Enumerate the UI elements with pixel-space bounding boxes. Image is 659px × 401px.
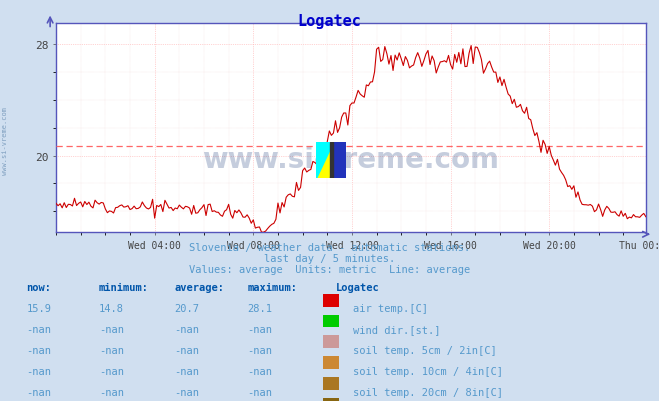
Text: 14.8: 14.8: [99, 304, 124, 314]
Text: -nan: -nan: [175, 324, 200, 334]
Text: 20.7: 20.7: [175, 304, 200, 314]
Text: -nan: -nan: [99, 387, 124, 397]
Text: Logatec: Logatec: [298, 14, 361, 29]
Text: 15.9: 15.9: [26, 304, 51, 314]
Text: last day / 5 minutes.: last day / 5 minutes.: [264, 253, 395, 263]
Text: -nan: -nan: [175, 345, 200, 355]
Text: air temp.[C]: air temp.[C]: [353, 304, 428, 314]
Text: Logatec: Logatec: [336, 283, 380, 293]
Text: -nan: -nan: [26, 366, 51, 376]
Polygon shape: [330, 142, 346, 178]
Text: -nan: -nan: [247, 345, 272, 355]
Text: 28.1: 28.1: [247, 304, 272, 314]
Text: -nan: -nan: [247, 366, 272, 376]
Text: -nan: -nan: [99, 324, 124, 334]
Text: -nan: -nan: [247, 324, 272, 334]
Text: maximum:: maximum:: [247, 283, 297, 293]
Text: now:: now:: [26, 283, 51, 293]
Text: -nan: -nan: [99, 366, 124, 376]
Text: -nan: -nan: [26, 387, 51, 397]
Text: minimum:: minimum:: [99, 283, 149, 293]
Text: Values: average  Units: metric  Line: average: Values: average Units: metric Line: aver…: [189, 264, 470, 274]
Text: -nan: -nan: [26, 324, 51, 334]
Text: www.si-vreme.com: www.si-vreme.com: [2, 106, 9, 174]
Text: www.si-vreme.com: www.si-vreme.com: [202, 146, 500, 174]
Text: Slovenia / weather data - automatic stations.: Slovenia / weather data - automatic stat…: [189, 243, 470, 253]
Text: average:: average:: [175, 283, 225, 293]
Polygon shape: [316, 142, 333, 178]
Text: soil temp. 20cm / 8in[C]: soil temp. 20cm / 8in[C]: [353, 387, 503, 397]
Text: -nan: -nan: [99, 345, 124, 355]
Text: soil temp. 10cm / 4in[C]: soil temp. 10cm / 4in[C]: [353, 366, 503, 376]
Text: -nan: -nan: [175, 366, 200, 376]
Text: soil temp. 5cm / 2in[C]: soil temp. 5cm / 2in[C]: [353, 345, 496, 355]
Text: wind dir.[st.]: wind dir.[st.]: [353, 324, 440, 334]
Text: -nan: -nan: [247, 387, 272, 397]
Polygon shape: [330, 142, 333, 178]
Text: -nan: -nan: [175, 387, 200, 397]
Text: -nan: -nan: [26, 345, 51, 355]
